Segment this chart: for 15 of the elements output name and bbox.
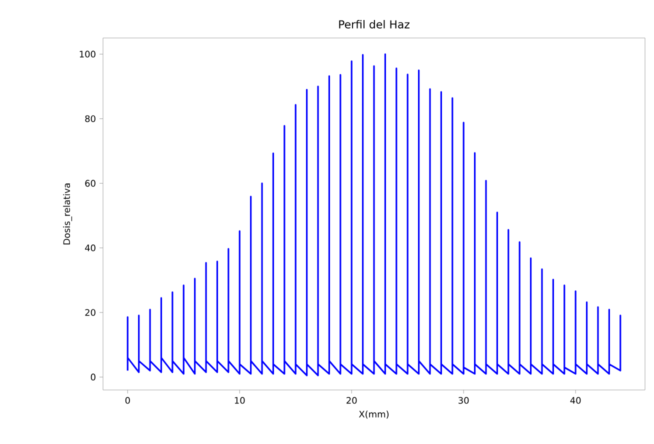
y-tick-label: 60 [85, 180, 96, 187]
y-tick-label: 100 [80, 50, 96, 58]
y-tick-label: 20 [85, 309, 96, 316]
x-tick-label: 0 [125, 397, 130, 404]
x-axis-title: X(mm) [358, 410, 389, 419]
x-tick-label: 20 [346, 397, 357, 404]
chart-title: Perfil del Haz [339, 20, 410, 28]
x-tick-label: 10 [234, 397, 245, 404]
x-tick-label: 30 [458, 397, 469, 404]
y-tick-label: 0 [90, 374, 96, 380]
line-series [126, 53, 622, 376]
y-tick-label: 40 [85, 244, 96, 252]
x-tick-label: 40 [570, 397, 581, 404]
y-tick-label: 80 [85, 115, 96, 122]
y-axis-title: Dosis_relativa [63, 184, 72, 244]
